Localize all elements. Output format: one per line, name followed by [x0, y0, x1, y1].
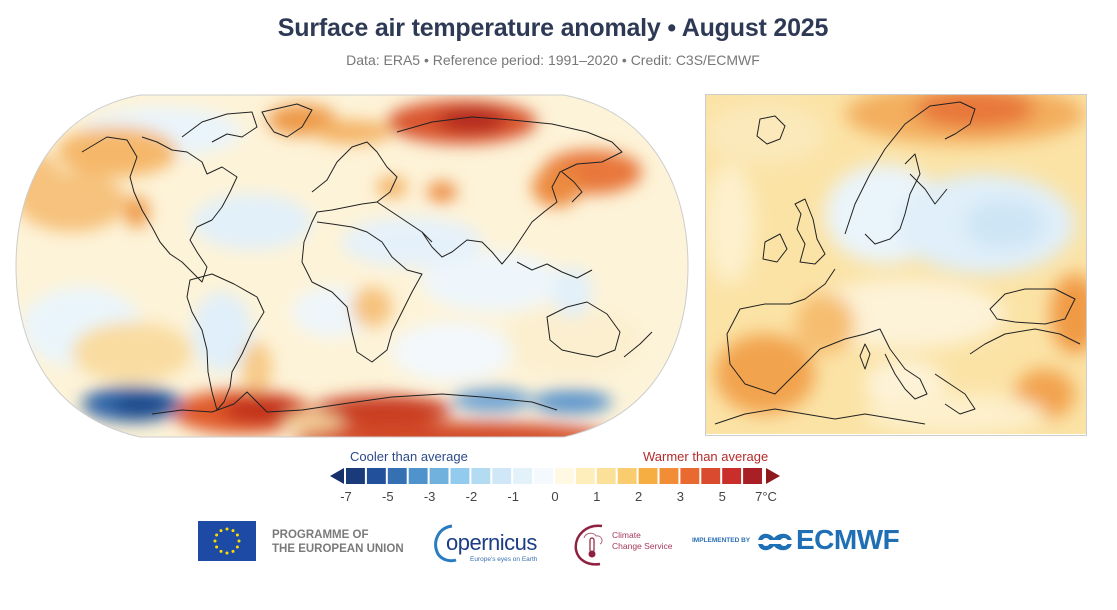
eu-star — [219, 529, 223, 533]
colorbar-segment — [555, 468, 574, 484]
colorbar-segment — [471, 468, 491, 484]
legend-warmer-label: Warmer than average — [643, 449, 769, 464]
colorbar-tick-label: 2 — [634, 489, 643, 504]
colorbar-segment — [659, 468, 679, 484]
colorbar-segment — [429, 468, 449, 484]
copernicus-arc-icon — [434, 524, 457, 563]
eu-star — [225, 551, 229, 555]
implemented-by-label: IMPLEMENTED BY — [692, 537, 751, 544]
colorbar-segment — [387, 468, 407, 484]
copernicus-tagline: Europe's eyes on Earth — [470, 556, 538, 563]
eu-star — [237, 539, 241, 543]
colorbar-segment — [617, 468, 637, 484]
legend-cooler-label: Cooler than average — [350, 449, 468, 464]
eu-programme-text: PROGRAMME OF THE EUROPEAN UNION — [272, 528, 404, 556]
colorbar-segment — [408, 468, 428, 484]
ecmwf-wordmark: ECMWF — [796, 524, 900, 555]
europe-coastlines — [714, 101, 1081, 425]
colorbar-segment — [492, 468, 512, 484]
global-anomaly-map — [15, 94, 689, 438]
eu-star — [213, 539, 217, 543]
copernicus-logo: opernicus Europe's eyes on Earth — [430, 520, 550, 566]
colorbar-tick-label: -7 — [340, 489, 352, 504]
colorbar-arrow-high — [766, 468, 780, 484]
colorbar-segment — [680, 468, 700, 484]
c3s-text-line-1: Climate — [612, 530, 641, 540]
colorbar-tick-label: 5 — [718, 489, 726, 504]
global-coastlines — [81, 103, 653, 415]
page-title: Surface air temperature anomaly • August… — [277, 14, 829, 42]
c3s-logo: Climate Change Service — [572, 520, 682, 566]
colorbar-tick-label: 3 — [676, 489, 685, 504]
europe-map-frame — [705, 94, 1087, 436]
colorbar — [330, 468, 780, 484]
globe-border — [15, 94, 689, 438]
colorbar-segment — [743, 468, 762, 484]
colorbar-tick-label: 1 — [593, 489, 601, 504]
colorbar-tick-label: 7°C — [755, 489, 777, 504]
colorbar-tick-label: 0 — [551, 489, 559, 504]
eu-star — [231, 549, 235, 553]
ecmwf-symbol-icon — [756, 533, 794, 551]
europe-anomaly-map — [705, 94, 1087, 436]
colorbar-segment — [596, 468, 616, 484]
eu-star — [215, 545, 219, 549]
page-subtitle: Data: ERA5 • Reference period: 1991–2020… — [346, 52, 760, 68]
ecmwf-logo: ECMWF — [756, 524, 916, 557]
colorbar-tick-label: -3 — [423, 489, 436, 504]
colorbar-tick-label: -1 — [507, 489, 519, 504]
colorbar-tick-label: -5 — [382, 489, 394, 504]
eu-flag-logo — [198, 521, 256, 561]
colorbar-tick-label: -2 — [465, 489, 478, 504]
eu-text-line-2: THE EUROPEAN UNION — [272, 543, 404, 555]
colorbar-segment — [450, 468, 470, 484]
eu-star — [231, 529, 235, 533]
eu-text-line-1: PROGRAMME OF — [272, 529, 369, 541]
colorbar-segment — [366, 468, 386, 484]
thermometer-icon — [574, 524, 603, 566]
eu-star — [215, 533, 219, 537]
c3s-text: Climate Change Service — [612, 530, 672, 552]
copernicus-wordmark: opernicus — [446, 530, 537, 555]
colorbar-segment — [534, 468, 553, 484]
colorbar-segment — [701, 468, 721, 484]
eu-star — [225, 527, 229, 531]
colorbar-segment — [575, 468, 595, 484]
colorbar-segment — [513, 468, 533, 484]
colorbar-segment — [346, 468, 365, 484]
c3s-text-line-2: Change Service — [612, 541, 673, 551]
colorbar-arrow-low — [330, 468, 344, 484]
colorbar-segment — [722, 468, 742, 484]
eu-stars-icon — [213, 527, 241, 555]
eu-star — [219, 549, 223, 553]
eu-star — [235, 533, 239, 537]
colorbar-segment — [638, 468, 658, 484]
eu-star — [235, 545, 239, 549]
